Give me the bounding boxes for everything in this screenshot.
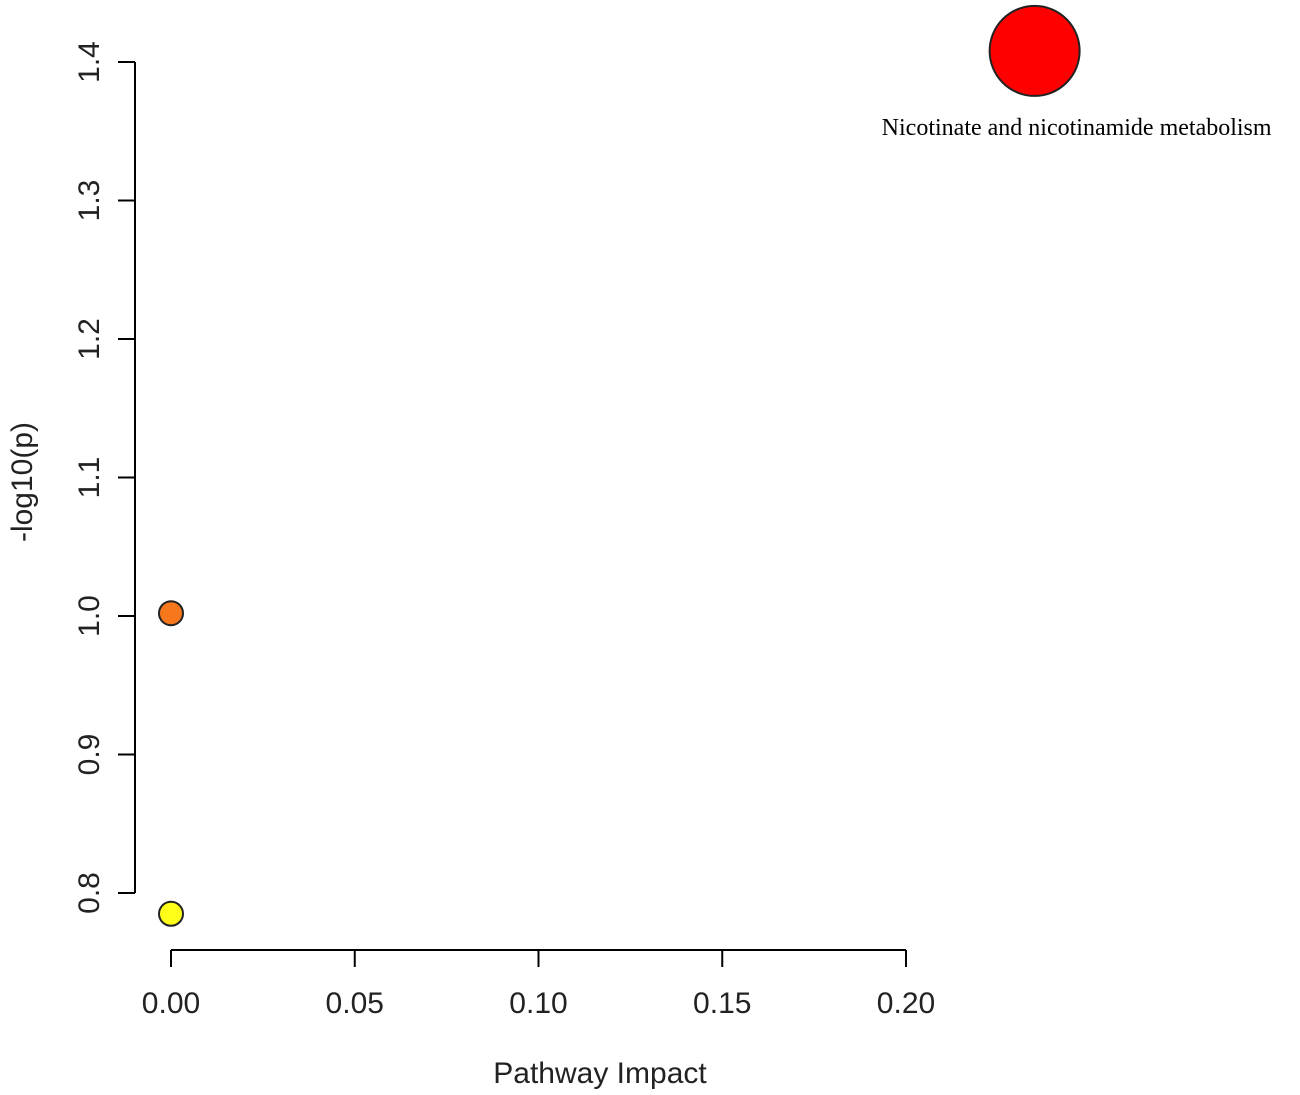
y-tick-label: 1.0 — [73, 595, 106, 637]
x-tick-label: 0.10 — [509, 987, 567, 1020]
y-tick-label: 1.2 — [73, 318, 106, 360]
bubble — [158, 900, 184, 927]
y-tick-label: 1.3 — [73, 180, 106, 222]
y-tick-label: 1.1 — [73, 457, 106, 499]
x-tick-label: 0.20 — [877, 987, 935, 1020]
x-tick-label: 0.15 — [693, 987, 751, 1020]
y-tick-label: 0.8 — [73, 872, 106, 914]
y-tick-label: 1.4 — [73, 41, 106, 83]
y-axis-title: -log10(p) — [6, 422, 39, 542]
x-axis-title: Pathway Impact — [493, 1057, 707, 1090]
bubble — [988, 4, 1081, 97]
x-tick-label: 0.00 — [142, 987, 200, 1020]
x-tick-label: 0.05 — [326, 987, 384, 1020]
y-tick-label: 0.9 — [73, 734, 106, 776]
point-label: Nicotinate and nicotinamide metabolism — [882, 115, 1272, 141]
bubble — [158, 600, 184, 627]
